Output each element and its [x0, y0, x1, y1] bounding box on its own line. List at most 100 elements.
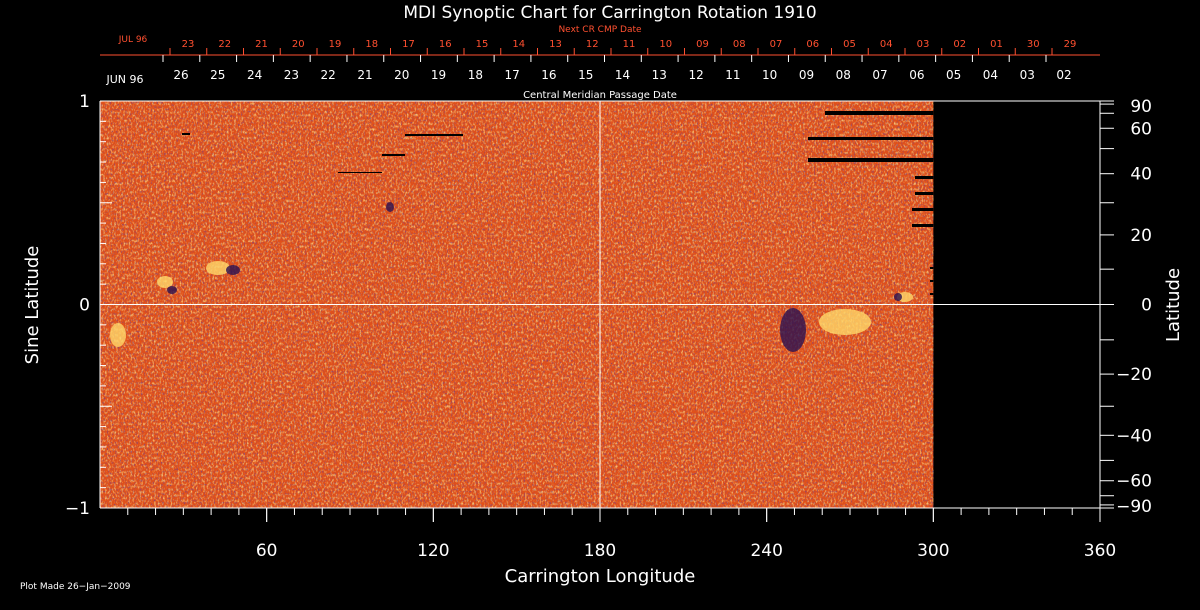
cmp-date-label: 18	[468, 68, 483, 82]
next-cr-date-label: 04	[880, 39, 893, 50]
next-cr-date-label: 22	[218, 39, 231, 50]
next-cr-date-label: 29	[1064, 39, 1077, 50]
footer-plot-made: Plot Made 26−Jan−2009	[20, 582, 131, 592]
cmp-date-label: 03	[1020, 68, 1035, 82]
next-cr-date-label: 11	[623, 39, 636, 50]
data-gap-streak	[382, 154, 405, 156]
next-cr-date-label: 02	[953, 39, 966, 50]
next-cr-date-label: 15	[476, 39, 489, 50]
cmp-date-label: 17	[504, 68, 519, 82]
data-gap-streak	[915, 176, 934, 179]
cmp-date-label: 25	[210, 68, 225, 82]
cmp-date-label: 10	[762, 68, 777, 82]
cmp-date-label: 06	[909, 68, 924, 82]
next-cr-date-label: 21	[255, 39, 268, 50]
next-cr-date-label: 09	[696, 39, 709, 50]
next-cr-axis-label: Next CR CMP Date	[558, 25, 642, 35]
active-region	[780, 308, 806, 352]
active-region	[894, 293, 902, 301]
data-gap-streak	[182, 133, 190, 135]
cmp-date-label: 11	[725, 68, 740, 82]
next-cr-date-label: 05	[843, 39, 856, 50]
next-cr-date-label: 20	[292, 39, 305, 50]
x-tick-label: 180	[584, 541, 616, 561]
active-region	[110, 323, 126, 347]
y-left-tick-label: 0	[79, 296, 90, 316]
cmp-date-label: 15	[578, 68, 593, 82]
cmp-date-label: 02	[1056, 68, 1071, 82]
active-region	[157, 276, 173, 288]
cmp-date-label: 23	[284, 68, 299, 82]
next-cr-date-label: 03	[917, 39, 930, 50]
data-gap-streak	[808, 158, 934, 162]
data-gap-streak	[808, 137, 934, 140]
x-tick-label: 360	[1084, 541, 1116, 561]
next-cr-date-label: 14	[512, 39, 525, 50]
cmp-date-label: 07	[872, 68, 887, 82]
next-cr-date-label: 18	[365, 39, 378, 50]
y-right-tick-label: 20	[1130, 226, 1152, 246]
y-right-tick-label: −90	[1116, 497, 1152, 517]
data-gap-streak	[912, 224, 934, 227]
y-right-tick-label: 90	[1130, 97, 1152, 117]
y-right-tick-label: 40	[1130, 165, 1152, 185]
y-right-tick-label: 60	[1130, 119, 1152, 139]
y-axis-label-right: Latitude	[1163, 268, 1184, 342]
cmp-date-label: 14	[615, 68, 630, 82]
active-region	[386, 202, 394, 212]
y-axis-label-left: Sine Latitude	[22, 246, 43, 365]
data-gap-streak	[930, 280, 934, 282]
cmp-date-label: 26	[173, 68, 188, 82]
next-cr-date-label: 16	[439, 39, 452, 50]
active-region	[226, 265, 240, 275]
cmp-date-label: 20	[394, 68, 409, 82]
y-left-tick-label: 1	[79, 92, 90, 112]
y-right-tick-label: −60	[1116, 472, 1152, 492]
cmp-date-label: 08	[836, 68, 851, 82]
x-axis-label: Carrington Longitude	[505, 566, 696, 587]
data-gap-streak	[338, 172, 382, 173]
cmp-date-label: 04	[983, 68, 998, 82]
next-cr-date-label: 17	[402, 39, 415, 50]
cmp-axis-label: Central Meridian Passage Date	[523, 90, 677, 101]
data-gap-streak	[405, 134, 463, 136]
y-left-tick-label: −1	[65, 499, 90, 519]
active-region	[206, 261, 230, 275]
data-gap-streak	[915, 192, 934, 195]
cmp-date-label: 19	[431, 68, 446, 82]
cmp-date-label: 12	[688, 68, 703, 82]
next-cr-date-label: 12	[586, 39, 599, 50]
next-cr-date-label: 07	[770, 39, 783, 50]
x-tick-label: 60	[256, 541, 278, 561]
next-cr-date-label: 13	[549, 39, 562, 50]
cmp-date-label: 05	[946, 68, 961, 82]
next-cr-date-label: 30	[1027, 39, 1040, 50]
next-cr-date-label: 06	[806, 39, 819, 50]
y-right-tick-label: −40	[1116, 426, 1152, 446]
cmp-date-label: 22	[321, 68, 336, 82]
next-cr-date-label: 19	[329, 39, 342, 50]
x-tick-label: 120	[417, 541, 449, 561]
cmp-start-month: JUN 96	[105, 73, 143, 86]
y-right-tick-label: 0	[1141, 296, 1152, 316]
data-gap-streak	[930, 293, 934, 295]
active-region	[167, 286, 177, 294]
chart-title: MDI Synoptic Chart for Carrington Rotati…	[403, 3, 816, 23]
data-gap-streak	[930, 267, 934, 269]
data-gap-streak	[825, 111, 934, 115]
x-tick-label: 240	[750, 541, 782, 561]
next-cr-date-label: 08	[733, 39, 746, 50]
next-cr-date-label: 01	[990, 39, 1003, 50]
next-cr-date-label: 23	[182, 39, 195, 50]
active-region	[819, 309, 871, 335]
data-gap-streak	[912, 208, 934, 211]
x-tick-label: 300	[917, 541, 949, 561]
cmp-date-label: 24	[247, 68, 262, 82]
cmp-date-label: 21	[357, 68, 372, 82]
next-cr-start-month: JUL 96	[118, 35, 148, 45]
cmp-date-label: 13	[652, 68, 667, 82]
cmp-date-label: 16	[541, 68, 556, 82]
next-cr-date-label: 10	[659, 39, 672, 50]
y-right-tick-label: −20	[1116, 365, 1152, 385]
